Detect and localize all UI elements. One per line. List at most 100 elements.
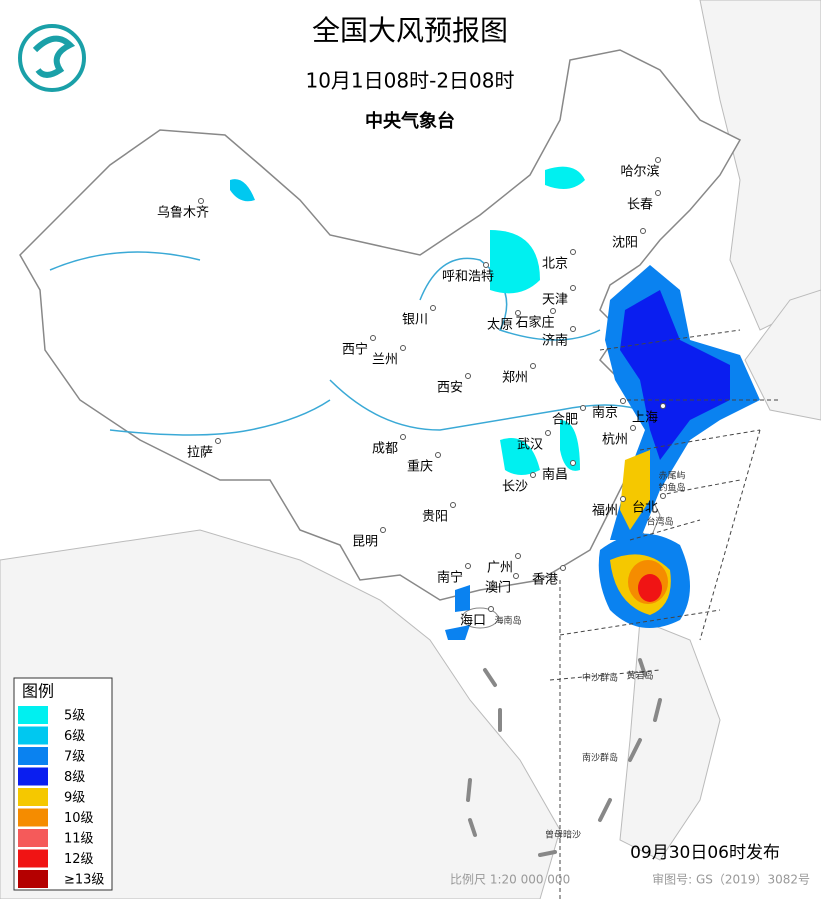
legend-swatch [18, 788, 48, 806]
legend-swatch [18, 849, 48, 868]
city-dot [620, 398, 626, 404]
city-dot [655, 157, 661, 163]
city-label: 拉萨 [187, 446, 213, 461]
city-label: 石家庄 [515, 315, 554, 331]
city-label: 香港 [532, 573, 558, 588]
city-label: 西宁 [342, 342, 368, 358]
sea-zones [549, 329, 780, 899]
city-dot [545, 430, 551, 436]
city-dot [640, 228, 646, 234]
legend-label: 9级 [64, 791, 85, 806]
city-label: 贵阳 [422, 510, 448, 525]
city-dot [400, 345, 406, 351]
legend-title: 图例 [22, 682, 54, 701]
legend-swatch [18, 870, 48, 888]
city-dot [435, 452, 441, 458]
legend-swatch [18, 726, 48, 745]
city-label: 武汉 [517, 438, 543, 453]
legend-swatch [18, 808, 48, 827]
city-dot [550, 308, 556, 314]
city-label: 海口 [460, 614, 486, 629]
city-label: 济南 [542, 333, 568, 349]
wind-areas [230, 166, 760, 640]
city-label: 南宁 [437, 570, 463, 586]
city-dot [380, 527, 386, 533]
city-label: 合肥 [552, 413, 578, 428]
city-label: 南昌 [542, 467, 568, 483]
city-dot [630, 425, 636, 431]
city-dot [198, 198, 204, 204]
scale: 比例尺 1:20 000 000 [450, 873, 570, 887]
legend-items: 5级 6级 7级 8级 9级 10级 11级 12级 ≥13级 [18, 706, 104, 888]
city-dot [580, 405, 586, 411]
city-label: 杭州 [602, 433, 628, 448]
city-label: 澳门 [485, 580, 511, 596]
city-dot [570, 326, 576, 332]
city-label: 重庆 [407, 459, 433, 475]
city-dot [400, 434, 406, 440]
city-label: 兰州 [372, 353, 398, 368]
city-dot [660, 493, 666, 499]
city-label: 银川 [402, 313, 428, 328]
legend-label: 7级 [64, 750, 85, 765]
city-dot [570, 249, 576, 255]
city-label: 长春 [627, 198, 653, 213]
city-dot [530, 472, 536, 478]
period: 10月1日08时-2日08时 [305, 69, 514, 93]
issuer: 中央气象台 [365, 110, 455, 132]
logo [18, 24, 86, 92]
legend-swatch [18, 747, 48, 765]
legend-label: 6级 [64, 729, 85, 744]
issued-time: 09月30日06时发布 [630, 843, 780, 863]
city-label: 南京 [592, 405, 618, 421]
legend-label: 11级 [64, 832, 94, 847]
legend-label: 5级 [64, 709, 85, 724]
island-label: 海南岛 [494, 615, 521, 627]
island-label: 台湾岛 [646, 516, 673, 528]
city-label: 西安 [437, 381, 463, 396]
city-dot [483, 262, 489, 268]
title: 全国大风预报图 [312, 14, 508, 47]
city-label: 广州 [487, 561, 513, 576]
city-label: 台北 [632, 501, 658, 516]
city-label: 太原 [487, 318, 513, 333]
city-label: 上海 [632, 411, 658, 426]
island-label: 赤尾屿 [658, 471, 685, 482]
city-dot [515, 553, 521, 559]
legend-swatch [18, 829, 48, 847]
city-label: 昆明 [352, 535, 378, 550]
city-dot [465, 563, 471, 569]
city-label: 长沙 [502, 480, 528, 495]
island-label: 钓鱼岛 [658, 482, 685, 494]
city-dot [450, 502, 456, 508]
legend-swatch [18, 706, 48, 724]
city-label: 乌鲁木齐 [157, 205, 209, 221]
city-dot [370, 335, 376, 341]
city-dot [570, 460, 576, 466]
city-dot [660, 403, 666, 409]
island-label: 中沙群岛 [582, 672, 618, 684]
city-label: 福州 [592, 504, 618, 519]
city-label: 哈尔滨 [620, 164, 659, 180]
city-dot [560, 565, 566, 571]
island-label: 南沙群岛 [582, 752, 618, 764]
city-label: 沈阳 [612, 236, 638, 251]
legend-label: 12级 [64, 852, 94, 867]
city-dot [515, 310, 521, 316]
city-label: 成都 [372, 442, 398, 457]
city-dot [215, 438, 221, 444]
city-label: 呼和浩特 [442, 270, 494, 285]
city-dot [488, 606, 494, 612]
city-label: 郑州 [502, 371, 528, 386]
city-label: 北京 [542, 257, 568, 272]
city-dot [430, 305, 436, 311]
city-dot [530, 363, 536, 369]
legend-label: 8级 [64, 770, 85, 785]
city-dot [465, 373, 471, 379]
legend-label: ≥13级 [64, 873, 104, 888]
map-number: 审图号: GS（2019）3082号 [652, 872, 810, 887]
rivers [49, 251, 641, 436]
